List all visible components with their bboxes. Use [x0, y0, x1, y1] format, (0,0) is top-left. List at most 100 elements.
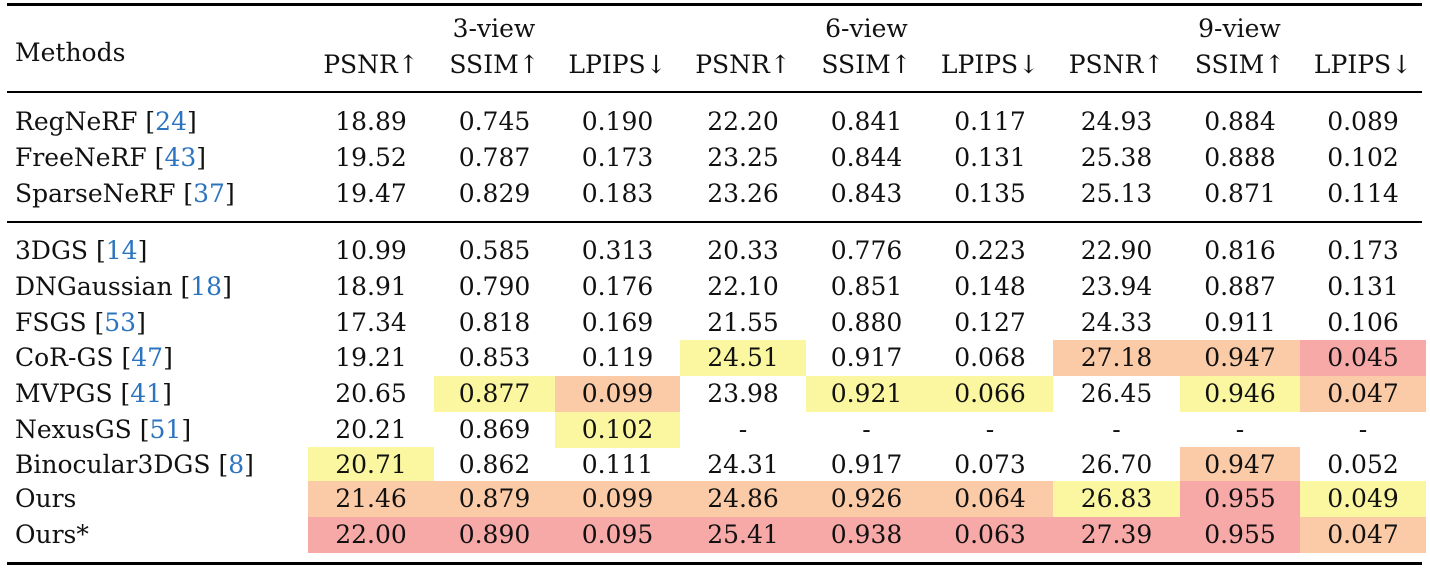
metric-cell: 0.066	[927, 376, 1053, 412]
metric-cell: 0.131	[954, 143, 1026, 172]
metric-cell: 26.70	[1080, 450, 1153, 479]
citation-link[interactable]: 47	[131, 343, 164, 372]
group-divider-rule	[7, 221, 1422, 223]
table-row: NexusGS [51] 20.21 0.869 0.102 - - - - - -	[0, 412, 1430, 448]
citation-link[interactable]: 53	[104, 308, 137, 337]
metric-cell: 26.45	[1080, 379, 1153, 408]
metric-cell: 0.585	[458, 236, 531, 265]
citation-link[interactable]: 18	[190, 272, 223, 301]
metric-cell: 0.947	[1180, 340, 1300, 376]
method-name: Ours	[15, 481, 76, 517]
metric-cell: 0.917	[830, 343, 903, 372]
citation-link[interactable]: 24	[155, 107, 187, 136]
metric-cell: 24.33	[1080, 308, 1153, 337]
citation-link[interactable]: 51	[149, 415, 182, 444]
method-name: DNGaussian [18]	[15, 269, 232, 305]
metric-cell: 0.787	[458, 143, 531, 172]
method-label: 3DGS [	[15, 236, 106, 265]
method-name: Binocular3DGS [8]	[15, 447, 254, 483]
metric-header-lpips-9view: LPIPS↓	[1313, 50, 1413, 79]
method-name: NexusGS [51]	[15, 412, 191, 448]
table-row: FSGS [53] 17.34 0.818 0.169 21.55 0.880 0.127 2…	[0, 305, 1430, 341]
metric-cell: 21.46	[308, 481, 434, 517]
metric-cell: -	[1112, 415, 1121, 444]
metric-cell: 22.00	[308, 517, 434, 553]
method-name: Ours*	[15, 517, 89, 553]
citation-bracket: ]	[222, 272, 232, 301]
metric-cell: 0.841	[830, 107, 903, 136]
citation-link[interactable]: 8	[228, 450, 245, 479]
metric-cell: 20.33	[707, 236, 779, 265]
metric-cell: 20.21	[335, 415, 407, 444]
citation-bracket: ]	[137, 236, 148, 265]
citation-link[interactable]: 37	[193, 179, 225, 208]
metric-cell: 23.26	[707, 179, 779, 208]
metric-cell: 24.86	[680, 481, 806, 517]
metric-cell: 0.888	[1204, 143, 1276, 172]
group-header-6-view: 6-view	[825, 14, 908, 43]
metric-cell: 0.173	[1327, 236, 1399, 265]
metric-header-ssim-6view: SSIM↑	[821, 50, 912, 79]
method-label: SparseNeRF [	[15, 179, 194, 208]
metric-cell: 0.148	[954, 272, 1026, 301]
metric-cell: 0.131	[1327, 272, 1399, 301]
metric-cell: 0.095	[555, 517, 680, 553]
metric-cell: 19.21	[335, 343, 407, 372]
metric-header-lpips-6view: LPIPS↓	[940, 50, 1040, 79]
metric-cell: 23.94	[1080, 272, 1153, 301]
metric-cell: 0.089	[1327, 107, 1399, 136]
metric-cell: 20.65	[335, 379, 407, 408]
table-row: Ours* 22.00 0.890 0.095 25.41 0.938 0.063 27.39…	[0, 517, 1430, 553]
method-label: FreeNeRF [	[15, 143, 165, 172]
metric-cell: 0.911	[1204, 308, 1276, 337]
method-name: RegNeRF [24]	[15, 104, 197, 140]
citation-bracket: ]	[244, 450, 254, 479]
metric-cell: 0.047	[1300, 376, 1426, 412]
metric-cell: 23.98	[707, 379, 779, 408]
citation-link[interactable]: 41	[130, 379, 163, 408]
group-header-9-view: 9-view	[1198, 14, 1281, 43]
method-label: FSGS [	[15, 308, 105, 337]
citation-bracket: ]	[181, 415, 192, 444]
metric-cell: 0.955	[1180, 481, 1300, 517]
metric-cell: 0.047	[1300, 517, 1426, 553]
metric-cell: 0.102	[555, 412, 680, 448]
method-name: FreeNeRF [43]	[15, 140, 206, 176]
metric-cell: 0.877	[434, 376, 555, 412]
metric-header-ssim-9view: SSIM↑	[1194, 50, 1286, 79]
metric-cell: 0.099	[555, 481, 680, 517]
metric-cell: 0.869	[458, 415, 531, 444]
table-row: MVPGS [41] 20.65 0.877 0.099 23.98 0.921 0.066…	[0, 376, 1430, 412]
citation-link[interactable]: 14	[105, 236, 138, 265]
metric-cell: 0.073	[954, 450, 1026, 479]
metric-cell: 0.926	[806, 481, 927, 517]
metric-cell: 0.135	[954, 179, 1026, 208]
metric-cell: -	[862, 415, 871, 444]
metric-cell: 24.31	[707, 450, 779, 479]
citation-bracket: ]	[162, 379, 172, 408]
metric-cell: 0.223	[954, 236, 1026, 265]
metric-cell: 10.99	[335, 236, 407, 265]
metric-cell: 18.91	[335, 272, 407, 301]
citation-bracket: ]	[196, 143, 207, 172]
method-name: 3DGS [14]	[15, 233, 147, 269]
metric-cell: 0.052	[1327, 450, 1399, 479]
metric-cell: 0.045	[1300, 340, 1426, 376]
metric-cell: 0.829	[458, 179, 531, 208]
metric-cell: 24.51	[680, 340, 806, 376]
metric-cell: 0.183	[581, 179, 654, 208]
metric-cell: 0.173	[581, 143, 654, 172]
metric-cell: 0.947	[1180, 447, 1300, 483]
citation-bracket: ]	[163, 343, 173, 372]
metric-cell: 27.18	[1053, 340, 1180, 376]
citation-link[interactable]: 43	[164, 143, 197, 172]
metric-cell: 21.55	[707, 308, 779, 337]
method-label: RegNeRF [	[15, 107, 156, 136]
metric-cell: 0.068	[954, 343, 1026, 372]
metric-cell: 0.127	[954, 308, 1026, 337]
table-row: CoR-GS [47] 19.21 0.853 0.119 24.51 0.917 0.06…	[0, 340, 1430, 376]
method-name: CoR-GS [47]	[15, 340, 173, 376]
metric-cell: 0.119	[581, 343, 654, 372]
method-label: Ours*	[15, 520, 89, 549]
citation-bracket: ]	[224, 179, 235, 208]
